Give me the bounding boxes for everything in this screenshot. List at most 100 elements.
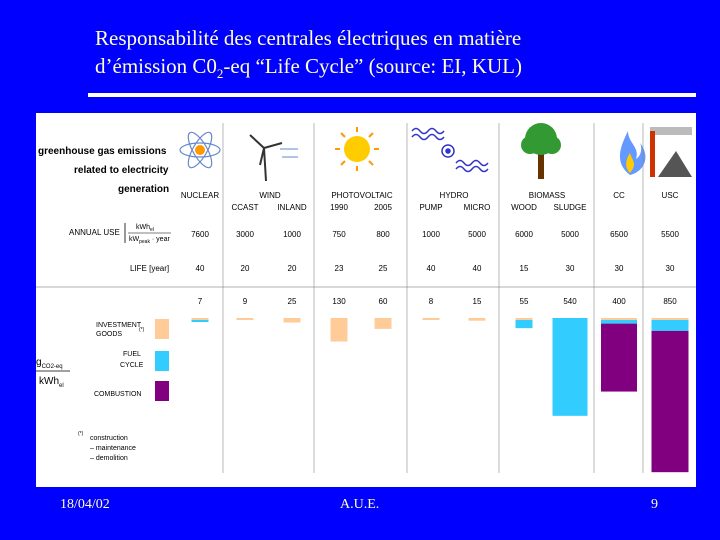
group-label-photovoltaic: PHOTOVOLTAIC [331, 191, 393, 200]
annual-use-unit-den-post: · year [150, 236, 171, 243]
annual-use-value: 800 [376, 230, 390, 239]
gas-flame-icon [619, 131, 646, 175]
group-label-cc: CC [613, 191, 625, 200]
nuclear-icon [179, 131, 221, 169]
y-unit-top: g [36, 357, 42, 368]
annual-use-unit-den-sub: peak [139, 239, 150, 245]
svg-text:kWhel: kWhel [136, 224, 154, 233]
footnote-line3: – demolition [90, 455, 128, 462]
total-emission-label: 25 [288, 297, 297, 306]
category-label: MICRO [464, 203, 491, 212]
category-label: SLUDGE [554, 203, 587, 212]
annual-use-value: 1000 [283, 230, 301, 239]
legend-combustion: COMBUSTION [94, 391, 141, 398]
annual-use-unit: kWhel kWpeak · year [124, 223, 171, 245]
y-unit-label: gCO2-eq kWhel [36, 357, 70, 389]
footnote: (*) construction – maintenance – demolit… [78, 431, 136, 462]
life-value: 15 [520, 264, 529, 273]
footer-page-number: 9 [651, 497, 658, 512]
bar-segment-fuel-cycle [651, 320, 689, 331]
life-value: 40 [427, 264, 436, 273]
life-value: 40 [196, 264, 205, 273]
total-emission-label: 55 [520, 297, 529, 306]
category-label: CCAST [231, 203, 258, 212]
bar-segment-investment [651, 318, 689, 320]
life-value: 30 [566, 264, 575, 273]
annual-use-unit-num: kWh [136, 224, 150, 231]
legend-fuel-line2: CYCLE [120, 362, 144, 369]
category-label: 1990 [330, 203, 348, 212]
bar-segment-combustion [601, 323, 637, 392]
life-value: 25 [379, 264, 388, 273]
legend-swatch-fuel-cycle [155, 351, 169, 371]
annual-use-value: 750 [332, 230, 346, 239]
group-label-hydro: HYDRO [440, 191, 469, 200]
legend-investment-sup: (*) [139, 327, 145, 333]
total-emission-label: 850 [663, 297, 677, 306]
legend: INVESTMENT GOODS (*) FUEL CYCLE COMBUSTI… [94, 319, 169, 401]
group-label-usc: USC [662, 191, 679, 200]
annual-use-value: 5500 [661, 230, 679, 239]
life-value: 20 [241, 264, 250, 273]
bar-segment-combustion [651, 330, 689, 473]
annual-use-value: 6500 [610, 230, 628, 239]
footer-center: A.U.E. [340, 497, 380, 512]
annual-use-value: 5000 [561, 230, 579, 239]
slide-title: Responsabilité des centrales électriques… [95, 24, 695, 88]
bar-segment-fuel-cycle [515, 320, 533, 329]
legend-investment-line1: INVESTMENT [96, 322, 142, 329]
annual-use-value: 5000 [468, 230, 486, 239]
bar-segment-investment [468, 318, 486, 321]
category-label: 2005 [374, 203, 392, 212]
group-dividers [222, 123, 644, 473]
bar-segment-fuel-cycle [552, 318, 588, 416]
slide-title-line1: Responsabilité des centrales électriques… [95, 26, 522, 50]
annual-use-label: ANNUAL USE [69, 228, 120, 237]
category-label: WOOD [511, 203, 537, 212]
y-unit-top-sub: CO2-eq [42, 364, 63, 370]
header-label-line3: generation [118, 184, 169, 195]
total-emission-label: 130 [332, 297, 346, 306]
slide-title-line2-sub: 2 [216, 66, 224, 82]
bar-segment-investment [374, 318, 392, 329]
footer-date: 18/04/02 [60, 497, 110, 512]
title-divider [88, 93, 696, 97]
chart-columns: 7600 40 7 CCAST 3000 20 9 INLAND 1000 20 25 1990 750… [191, 203, 689, 473]
annual-use-value: 6000 [515, 230, 533, 239]
y-unit-bottom-sub: el [59, 383, 64, 389]
slide-title-line2-post: -eq “Life Cycle” (source: EI, KUL) [223, 54, 522, 78]
life-label: LIFE [year] [130, 264, 169, 273]
slide-title-line2-pre: d’émission C0 [95, 54, 217, 78]
bar-segment-investment [236, 318, 254, 320]
life-value: 20 [288, 264, 297, 273]
footnote-line1: construction [90, 435, 128, 442]
life-value: 23 [335, 264, 344, 273]
annual-use-unit-den: kW [129, 236, 140, 243]
bar-segment-fuel-cycle [601, 320, 637, 324]
bar-segment-investment [515, 318, 533, 320]
group-label-biomass: BIOMASS [529, 191, 565, 200]
life-value: 40 [473, 264, 482, 273]
category-label: INLAND [277, 203, 307, 212]
hydro-waves-icon [411, 127, 489, 173]
annual-use-value: 7600 [191, 230, 209, 239]
bar-segment-investment [191, 318, 209, 320]
annual-use-value: 1000 [422, 230, 440, 239]
total-emission-label: 15 [473, 297, 482, 306]
wind-turbine-icon [249, 134, 298, 182]
svg-text:gCO2-eq: gCO2-eq [36, 357, 63, 370]
footnote-mark: (*) [78, 431, 84, 437]
category-label: PUMP [419, 203, 442, 212]
svg-text:kWpeak · year: kWpeak · year [129, 236, 170, 245]
emissions-chart: greenhouse gas emissions related to elec… [36, 123, 696, 473]
header-label-line1: greenhouse gas emissions [38, 146, 167, 157]
chart-panel: greenhouse gas emissions related to elec… [36, 113, 696, 487]
tree-icon [521, 123, 561, 179]
group-label-nuclear: NUCLEAR [181, 191, 219, 200]
group-label-wind: WIND [259, 191, 281, 200]
footnote-line2: – maintenance [90, 445, 136, 452]
legend-investment-line2: GOODS [96, 331, 122, 338]
total-emission-label: 400 [612, 297, 626, 306]
bar-segment-investment [422, 318, 440, 320]
life-value: 30 [666, 264, 675, 273]
